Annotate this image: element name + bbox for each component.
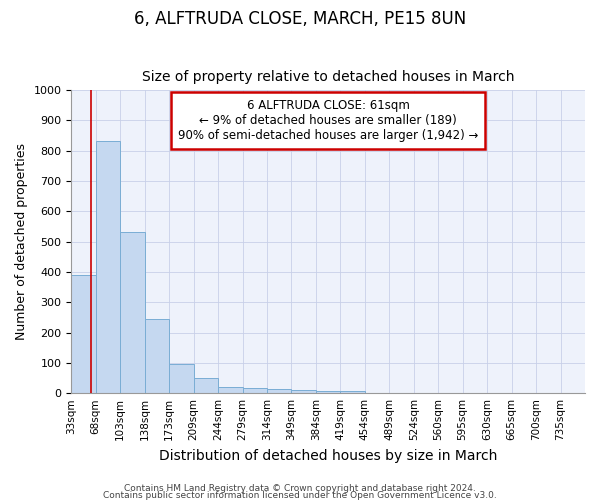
- Bar: [145, 319, 169, 393]
- X-axis label: Distribution of detached houses by size in March: Distribution of detached houses by size …: [159, 448, 497, 462]
- Bar: [218, 386, 242, 393]
- Bar: [316, 391, 340, 393]
- Bar: [194, 378, 218, 393]
- Text: 6 ALFTRUDA CLOSE: 61sqm
← 9% of detached houses are smaller (189)
90% of semi-de: 6 ALFTRUDA CLOSE: 61sqm ← 9% of detached…: [178, 99, 478, 142]
- Bar: [71, 275, 96, 393]
- Text: 6, ALFTRUDA CLOSE, MARCH, PE15 8UN: 6, ALFTRUDA CLOSE, MARCH, PE15 8UN: [134, 10, 466, 28]
- Text: Contains public sector information licensed under the Open Government Licence v3: Contains public sector information licen…: [103, 491, 497, 500]
- Bar: [340, 391, 365, 393]
- Title: Size of property relative to detached houses in March: Size of property relative to detached ho…: [142, 70, 514, 85]
- Bar: [120, 232, 145, 393]
- Bar: [169, 364, 194, 393]
- Text: Contains HM Land Registry data © Crown copyright and database right 2024.: Contains HM Land Registry data © Crown c…: [124, 484, 476, 493]
- Bar: [242, 388, 267, 393]
- Y-axis label: Number of detached properties: Number of detached properties: [15, 143, 28, 340]
- Bar: [292, 390, 316, 393]
- Bar: [96, 142, 120, 393]
- Bar: [267, 389, 292, 393]
